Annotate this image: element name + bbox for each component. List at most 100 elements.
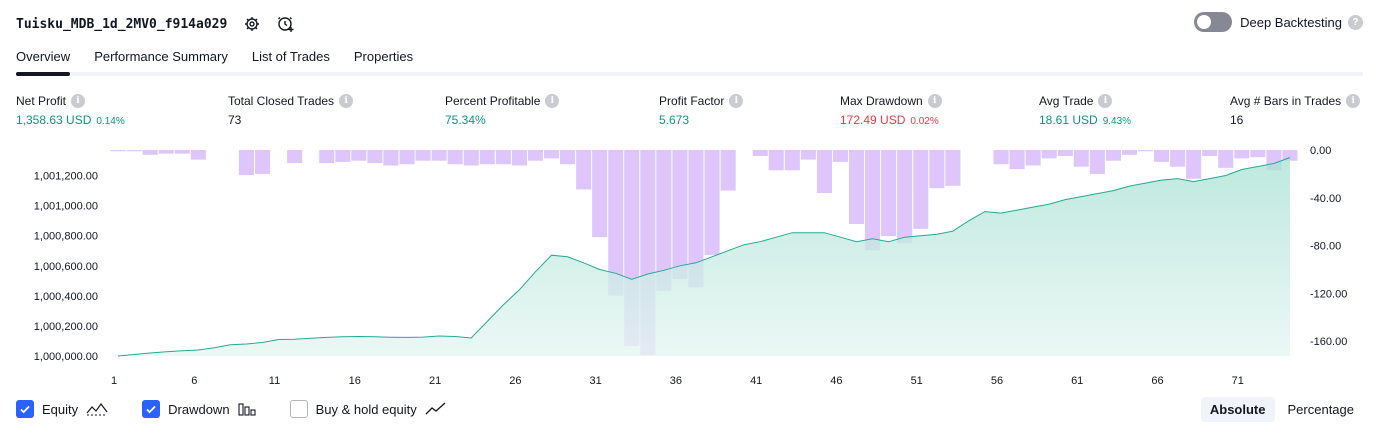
drawdown-bar bbox=[238, 150, 254, 176]
metric-max-drawdown: Max Drawdown i 172.49 USD 0.02% bbox=[840, 94, 942, 127]
info-icon[interactable]: i bbox=[1098, 94, 1113, 108]
drawdown-bar bbox=[383, 150, 399, 166]
equity-drawdown-chart[interactable]: 1,000,000.00 1,000,200.00 1,000,400.00 1,00… bbox=[0, 140, 1379, 396]
drawdown-tick-label: -40.00 bbox=[1310, 193, 1341, 205]
equity-checkbox[interactable] bbox=[16, 400, 34, 418]
metric-value: 75.34% bbox=[445, 113, 486, 127]
trade-tick-label: 41 bbox=[750, 375, 762, 387]
info-icon[interactable]: i bbox=[729, 94, 744, 108]
legend-buy-hold[interactable]: Buy & hold equity bbox=[289, 400, 447, 418]
deep-backtesting: Deep Backtesting ? bbox=[1194, 12, 1363, 32]
tab-performance-summary[interactable]: Performance Summary bbox=[94, 49, 228, 64]
legend-drawdown[interactable]: Drawdown bbox=[142, 400, 256, 418]
metric-value: 16 bbox=[1230, 113, 1244, 127]
metric-value: 73 bbox=[228, 113, 242, 127]
info-icon[interactable]: i bbox=[339, 94, 354, 108]
drawdown-bar bbox=[447, 150, 463, 165]
metric-percent: 9.43% bbox=[1102, 116, 1132, 127]
drawdown-bar bbox=[126, 150, 142, 152]
equity-line-icon bbox=[86, 402, 108, 416]
metric-value: 1,358.63 USD bbox=[16, 113, 92, 127]
info-icon[interactable]: i bbox=[927, 94, 942, 108]
drawdown-bar bbox=[174, 150, 190, 154]
drawdown-bar bbox=[495, 150, 511, 165]
drawdown-bar bbox=[1186, 150, 1202, 179]
metric-avg-bars-in-trades: Avg # Bars in Trades i 16 bbox=[1230, 94, 1361, 127]
drawdown-bar bbox=[704, 150, 720, 256]
drawdown-bar bbox=[656, 150, 672, 291]
drawdown-bar bbox=[1009, 150, 1025, 170]
drawdown-bar bbox=[800, 150, 816, 160]
trade-tick-label: 26 bbox=[509, 375, 521, 387]
drawdown-bar bbox=[335, 150, 351, 162]
equity-tick-label: 1,001,200.00 bbox=[34, 171, 98, 183]
drawdown-tick-label: -160.00 bbox=[1310, 336, 1347, 348]
info-icon[interactable]: i bbox=[545, 94, 560, 108]
tab-overview[interactable]: Overview bbox=[16, 44, 71, 76]
drawdown-bar bbox=[287, 150, 303, 164]
tab-list-of-trades[interactable]: List of Trades bbox=[251, 49, 330, 64]
trade-tick-label: 71 bbox=[1232, 375, 1244, 387]
checkmark-icon bbox=[20, 405, 30, 414]
drawdown-bar bbox=[1041, 150, 1057, 159]
drawdown-bar bbox=[1025, 150, 1041, 166]
drawdown-bar bbox=[865, 150, 881, 251]
deep-backtesting-toggle[interactable] bbox=[1194, 12, 1233, 32]
info-icon[interactable]: i bbox=[1346, 94, 1361, 108]
percentage-button[interactable]: Percentage bbox=[1287, 402, 1355, 417]
trade-tick-label: 66 bbox=[1151, 375, 1163, 387]
drawdown-bar bbox=[463, 150, 479, 166]
drawdown-bar bbox=[351, 150, 367, 161]
alert-add-icon[interactable] bbox=[275, 13, 297, 35]
metric-label: Percent Profitable bbox=[445, 94, 541, 108]
trade-tick-label: 46 bbox=[830, 375, 842, 387]
metric-label: Avg # Bars in Trades bbox=[1230, 94, 1342, 108]
metric-percent: 0.14% bbox=[96, 116, 125, 127]
absolute-button[interactable]: Absolute bbox=[1200, 397, 1275, 422]
drawdown-bar bbox=[1073, 150, 1089, 167]
drawdown-bar bbox=[608, 150, 624, 296]
trade-number-axis: 1 6 11 16 21 26 31 36 41 46 51 56 61 66 71 bbox=[111, 375, 1244, 387]
metric-label: Total Closed Trades bbox=[228, 94, 335, 108]
drawdown-bar bbox=[929, 150, 945, 189]
drawdown-bar bbox=[720, 150, 736, 191]
equity-tick-label: 1,000,200.00 bbox=[34, 321, 98, 333]
buyhold-checkbox[interactable] bbox=[289, 400, 308, 418]
equity-tick-label: 1,000,600.00 bbox=[34, 261, 98, 273]
metric-net-profit: Net Profit i 1,358.63 USD 0.14% bbox=[16, 94, 125, 127]
drawdown-bar bbox=[688, 150, 704, 288]
equity-tick-label: 1,000,000.00 bbox=[34, 351, 98, 363]
drawdown-bar bbox=[945, 150, 961, 186]
drawdown-bar bbox=[1121, 150, 1137, 155]
drawdown-bar bbox=[672, 150, 688, 279]
metric-percent: 0.02% bbox=[910, 116, 939, 127]
drawdown-checkbox[interactable] bbox=[142, 400, 161, 418]
trade-tick-label: 6 bbox=[191, 375, 197, 387]
drawdown-bars-icon bbox=[238, 402, 256, 416]
drawdown-bar bbox=[560, 150, 576, 165]
drawdown-bar bbox=[832, 150, 848, 162]
drawdown-bar bbox=[527, 150, 543, 161]
drawdown-bar bbox=[1218, 150, 1234, 168]
drawdown-bar bbox=[752, 150, 768, 156]
trade-tick-label: 36 bbox=[670, 375, 682, 387]
equity-tick-label: 1,000,800.00 bbox=[34, 231, 98, 243]
drawdown-tick-label: -80.00 bbox=[1310, 241, 1341, 253]
drawdown-bar bbox=[768, 150, 784, 171]
legend-equity[interactable]: Equity bbox=[16, 400, 108, 418]
metric-label: Profit Factor bbox=[659, 94, 725, 108]
trade-tick-label: 1 bbox=[111, 375, 117, 387]
gear-icon[interactable] bbox=[241, 13, 263, 35]
info-icon[interactable]: i bbox=[71, 94, 86, 108]
metric-avg-trade: Avg Trade i 18.61 USD 9.43% bbox=[1039, 94, 1131, 127]
report-tabs: Overview Performance Summary List of Tra… bbox=[16, 44, 1363, 76]
metric-value: 5.673 bbox=[659, 113, 690, 127]
drawdown-bar bbox=[511, 150, 527, 166]
trade-tick-label: 16 bbox=[349, 375, 361, 387]
drawdown-bar bbox=[110, 150, 126, 152]
equity-area bbox=[118, 157, 1290, 356]
tab-properties[interactable]: Properties bbox=[353, 49, 414, 64]
help-icon[interactable]: ? bbox=[1348, 14, 1363, 30]
drawdown-bar bbox=[255, 150, 271, 174]
drawdown-bar bbox=[319, 150, 335, 164]
